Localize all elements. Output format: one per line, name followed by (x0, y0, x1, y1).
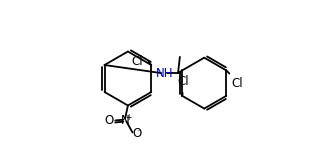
Text: Cl: Cl (131, 55, 143, 68)
Text: NH: NH (155, 67, 173, 80)
Text: Cl: Cl (232, 77, 243, 90)
Text: N: N (121, 114, 129, 127)
Text: Cl: Cl (178, 76, 189, 88)
Text: O: O (133, 127, 142, 140)
Text: +: + (125, 113, 132, 122)
Text: O: O (104, 114, 114, 127)
Text: ⁻: ⁻ (136, 127, 140, 137)
